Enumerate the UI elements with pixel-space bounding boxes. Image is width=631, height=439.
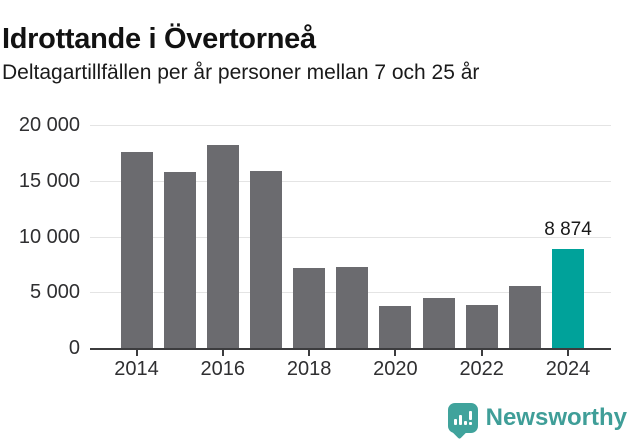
x-axis-tick	[567, 350, 569, 356]
plot-area: 8 874 2014 2016 2018 2020 2022 2024	[90, 125, 611, 380]
x-axis-tick	[308, 350, 311, 356]
x-axis-tick-label: 2016	[200, 358, 246, 380]
gridline	[90, 236, 611, 238]
bar	[552, 249, 584, 348]
y-axis-tick-label: 20 000	[18, 114, 80, 136]
x-axis-tick-label: 2022	[459, 358, 504, 380]
bar	[379, 306, 412, 348]
gridline	[90, 125, 611, 126]
bar	[120, 152, 153, 348]
y-axis-tick-label: 15 000	[18, 169, 80, 192]
bar	[422, 298, 455, 348]
newsworthy-logo: Newsworthy	[447, 403, 627, 439]
x-axis-tick	[135, 350, 138, 356]
bar	[206, 145, 239, 348]
exclamation-dot	[468, 422, 472, 425]
x-axis-tick	[221, 350, 224, 356]
bar	[336, 267, 369, 348]
gridline	[90, 180, 611, 182]
mini-bar	[458, 415, 462, 425]
bar	[465, 305, 498, 348]
x-axis-tick-label: 2024	[545, 358, 591, 380]
mini-bar	[463, 421, 467, 425]
exclamation-glyph	[468, 411, 472, 425]
page-subtitle: Deltagartillfällen per år personer mella…	[2, 61, 480, 84]
bar	[293, 268, 326, 348]
y-axis-tick-label: 5 000	[29, 281, 80, 304]
x-axis-tick	[480, 350, 483, 356]
y-axis-tick-label: 10 000	[18, 225, 80, 248]
y-axis-tick-label: 0	[68, 337, 80, 359]
bar	[508, 286, 541, 348]
logo-mini-chart	[448, 403, 478, 433]
mini-bar	[453, 419, 457, 425]
bar	[163, 172, 196, 348]
bar-chart-speech-bubble-icon	[447, 403, 478, 439]
highlight-value-label: 8 874	[544, 219, 592, 240]
x-axis-tick-label: 2014	[114, 358, 159, 380]
x-axis-tick-label: 2018	[286, 358, 332, 380]
brand-name: Newsworthy	[485, 404, 627, 431]
exclamation-bar	[468, 411, 472, 420]
page-title: Idrottande i Övertorneå	[2, 23, 316, 56]
x-axis-tick-label: 2020	[373, 358, 418, 380]
bar	[249, 171, 282, 348]
x-axis-tick	[394, 350, 397, 356]
